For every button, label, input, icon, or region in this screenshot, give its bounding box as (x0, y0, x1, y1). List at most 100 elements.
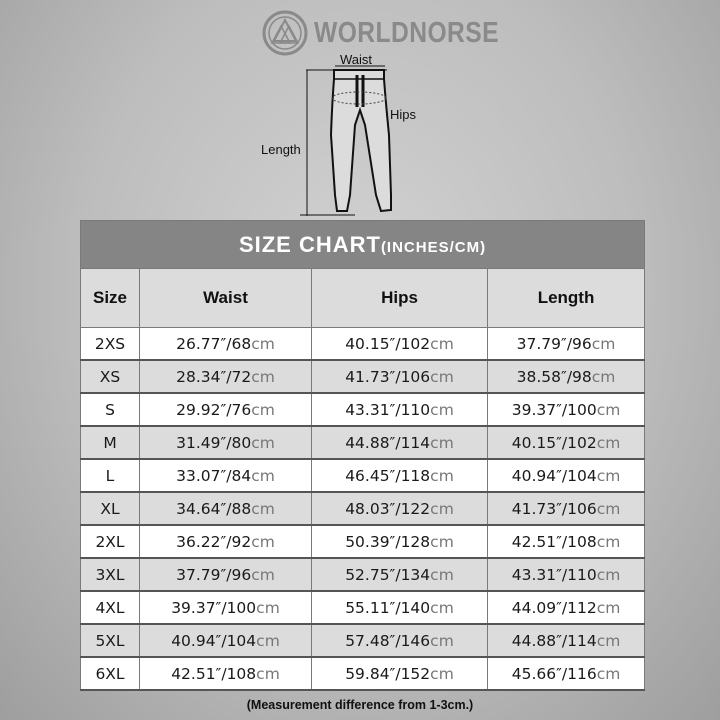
unit-cm: cm (596, 466, 621, 485)
cell-length: 41.73″/106cm (486, 491, 646, 526)
waist-value: 40.94″/104 (171, 631, 257, 650)
hips-value: 57.48″/146 (345, 631, 431, 650)
waist-value: 39.37″/100 (171, 598, 257, 617)
table-row: S 29.92″/76cm 43.31″/110cm 39.37″/100cm (80, 392, 646, 427)
unit-cm: cm (596, 631, 621, 650)
column-header-size: Size (80, 268, 140, 328)
cell-size: 3XL (80, 557, 140, 592)
waist-value: 31.49″/80 (176, 433, 252, 452)
table-row: M 31.49″/80cm 44.88″/114cm 40.15″/102cm (80, 425, 646, 460)
cell-hips: 55.11″/140cm (311, 590, 488, 625)
unit-cm: cm (251, 532, 275, 551)
cell-waist: 42.51″/108cm (139, 656, 312, 691)
cell-length: 38.58″/98cm (486, 359, 646, 394)
cell-length: 44.88″/114cm (486, 623, 646, 658)
cell-waist: 36.22″/92cm (139, 524, 312, 559)
length-value: 44.09″/112 (511, 598, 597, 617)
waist-value: 26.77″/68 (176, 334, 252, 353)
length-label: Length (261, 142, 301, 157)
cell-waist: 37.79″/96cm (139, 557, 312, 592)
brand-name: WORLDNORSE (314, 16, 500, 49)
table-row: 5XL 40.94″/104cm 57.48″/146cm 44.88″/114cm (80, 623, 646, 658)
cell-length: 44.09″/112cm (486, 590, 646, 625)
brand-logo: WORLDNORSE (262, 10, 532, 56)
size-value: 5XL (95, 631, 125, 650)
hips-value: 41.73″/106 (345, 367, 431, 386)
title-text: SIZE CHART (238, 231, 381, 257)
cell-size: 4XL (80, 590, 140, 625)
cell-size: 6XL (80, 656, 140, 691)
cell-length: 42.51″/108cm (486, 524, 646, 559)
unit-cm: cm (430, 499, 454, 518)
size-value: 2XL (95, 532, 125, 551)
cell-size: XL (80, 491, 140, 526)
size-value: 6XL (95, 664, 125, 683)
column-header-hips: Hips (311, 268, 488, 328)
waist-value: 28.34″/72 (176, 367, 252, 386)
column-header-waist: Waist (139, 268, 312, 328)
cell-length: 45.66″/116cm (486, 656, 646, 691)
table-row: 2XS 26.77″/68cm 40.15″/102cm 37.79″/96cm (80, 327, 646, 361)
unit-cm: cm (430, 631, 454, 650)
unit-cm: cm (591, 334, 616, 353)
unit-cm: cm (596, 664, 621, 683)
table-header-row: Size Waist Hips Length (80, 268, 646, 328)
waist-label: Waist (340, 52, 373, 67)
unit-cm: cm (251, 433, 275, 452)
length-value: 43.31″/110 (511, 565, 597, 584)
unit-cm: cm (256, 631, 280, 650)
unit-cm: cm (251, 400, 275, 419)
hips-value: 46.45″/118 (345, 466, 431, 485)
hips-value: 44.88″/114 (345, 433, 431, 452)
unit-cm: cm (596, 598, 621, 617)
unit-cm: cm (596, 499, 621, 518)
cell-length: 40.94″/104cm (486, 458, 646, 493)
cell-hips: 40.15″/102cm (311, 327, 488, 361)
size-value: M (103, 433, 117, 452)
cell-hips: 44.88″/114cm (311, 425, 488, 460)
hips-value: 48.03″/122 (345, 499, 431, 518)
unit-cm: cm (430, 400, 454, 419)
cell-size: XS (80, 359, 140, 394)
table-row: XS 28.34″/72cm 41.73″/106cm 38.58″/98cm (80, 359, 646, 394)
unit-cm: cm (251, 334, 275, 353)
unit-cm: cm (430, 367, 454, 386)
table-row: 2XL 36.22″/92cm 50.39″/128cm 42.51″/108cm (80, 524, 646, 559)
waist-value: 34.64″/88 (176, 499, 252, 518)
length-value: 40.15″/102 (511, 433, 597, 452)
length-value: 42.51″/108 (511, 532, 597, 551)
hips-value: 40.15″/102 (345, 334, 431, 353)
table-row: 6XL 42.51″/108cm 59.84″/152cm 45.66″/116cm (80, 656, 646, 691)
size-chart-table: SIZE CHART(INCHES/CM) Size Waist Hips Le… (79, 220, 646, 691)
cell-waist: 39.37″/100cm (139, 590, 312, 625)
unit-cm: cm (591, 367, 616, 386)
cell-size: S (80, 392, 140, 427)
table-title-row: SIZE CHART(INCHES/CM) (79, 220, 646, 269)
table-title: SIZE CHART(INCHES/CM) (79, 220, 646, 269)
unit-cm: cm (251, 466, 275, 485)
size-value: L (105, 466, 115, 485)
unit-cm: cm (251, 367, 275, 386)
cell-length: 39.37″/100cm (486, 392, 646, 427)
cell-waist: 28.34″/72cm (139, 359, 312, 394)
cell-hips: 48.03″/122cm (311, 491, 488, 526)
unit-cm: cm (251, 499, 275, 518)
cell-hips: 52.75″/134cm (311, 557, 488, 592)
size-value: XS (99, 367, 121, 386)
cell-waist: 29.92″/76cm (139, 392, 312, 427)
hips-label: Hips (390, 107, 417, 122)
unit-cm: cm (596, 532, 621, 551)
length-value: 45.66″/116 (511, 664, 597, 683)
size-value: 4XL (95, 598, 125, 617)
table-row: 4XL 39.37″/100cm 55.11″/140cm 44.09″/112cm (80, 590, 646, 625)
unit-cm: cm (430, 565, 454, 584)
cell-hips: 43.31″/110cm (311, 392, 488, 427)
unit-cm: cm (430, 532, 454, 551)
pants-diagram (300, 65, 392, 216)
size-value: 2XS (94, 334, 126, 353)
cell-length: 43.31″/110cm (486, 557, 646, 592)
unit-cm: cm (430, 664, 454, 683)
cell-size: 2XS (80, 327, 140, 361)
hips-value: 55.11″/140 (345, 598, 431, 617)
valknut-logo-icon (262, 10, 308, 56)
